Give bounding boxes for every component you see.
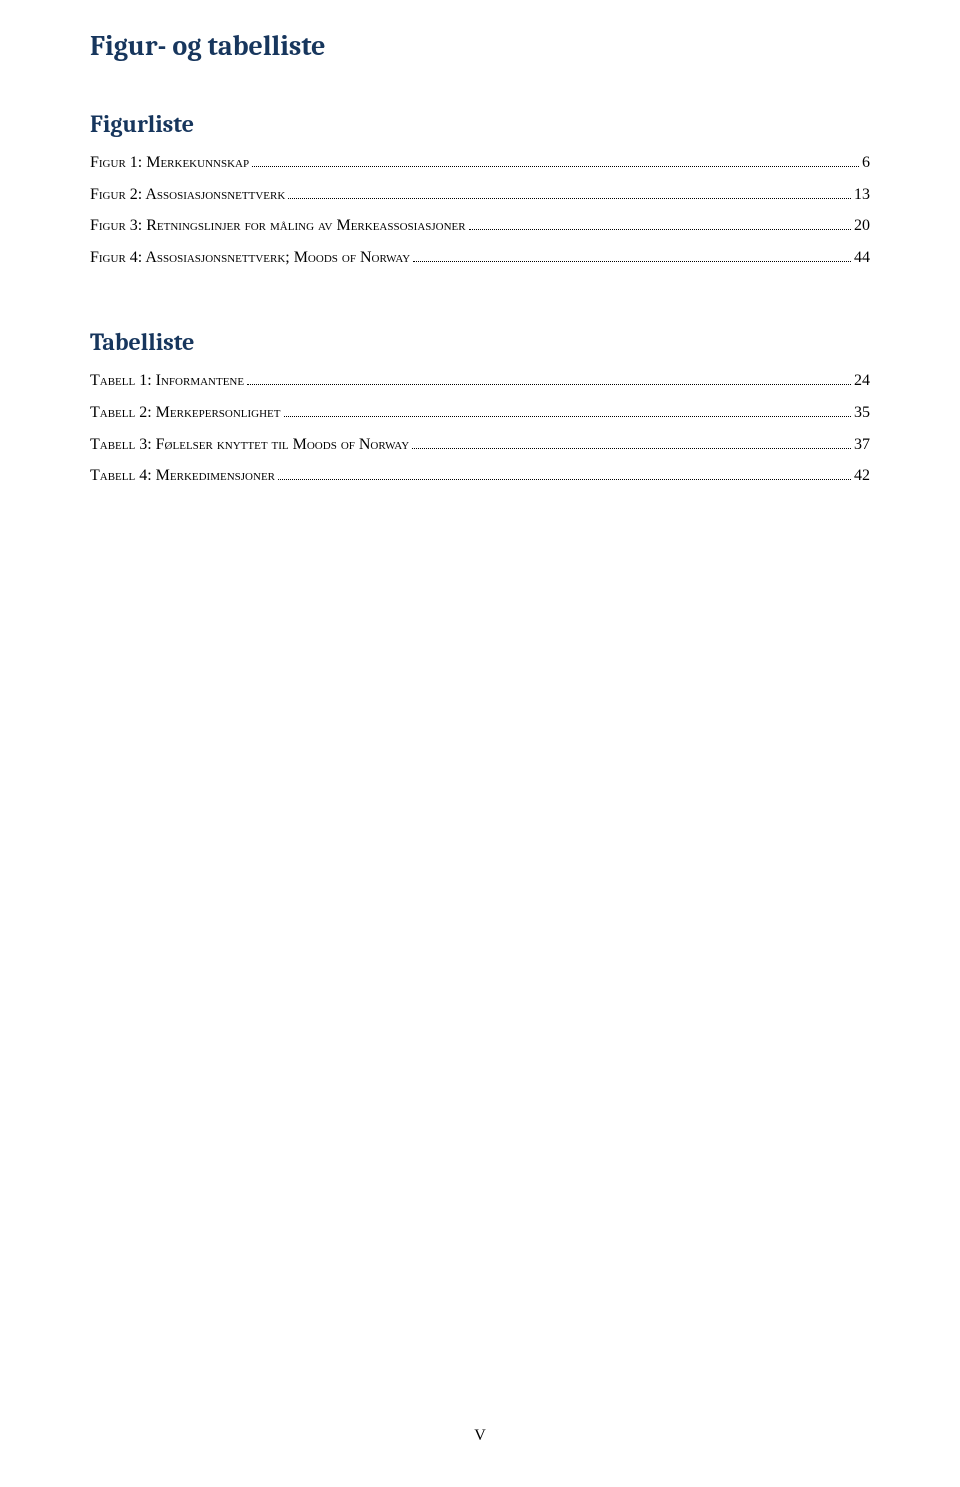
toc-entry: Figur 4: Assosiasjonsnettverk; Moods of … xyxy=(90,245,870,271)
toc-page: 44 xyxy=(854,245,870,271)
toc-label: Figur 2: Assosiasjonsnettverk xyxy=(90,182,285,208)
toc-label: Figur 3: Retningslinjer for måling av Me… xyxy=(90,213,466,239)
toc-leader xyxy=(469,215,851,230)
toc-page: 37 xyxy=(854,432,870,458)
toc-page: 20 xyxy=(854,213,870,239)
toc-entry: Tabell 3: Følelser knyttet til Moods of … xyxy=(90,432,870,458)
toc-entry: Tabell 1: Informantene 24 xyxy=(90,368,870,394)
toc-entry: Figur 1: Merkekunnskap 6 xyxy=(90,150,870,176)
page-container: Figur- og tabelliste Figurliste Figur 1:… xyxy=(0,0,960,1487)
toc-leader xyxy=(278,465,851,480)
toc-page: 6 xyxy=(862,150,870,176)
toc-page: 13 xyxy=(854,182,870,208)
toc-leader xyxy=(288,183,851,198)
toc-label: Figur 4: Assosiasjonsnettverk; Moods of … xyxy=(90,245,410,271)
tabelliste-heading: Tabelliste xyxy=(90,328,870,356)
toc-leader xyxy=(252,152,859,167)
toc-entry: Tabell 2: Merkepersonlighet 35 xyxy=(90,400,870,426)
toc-page: 42 xyxy=(854,463,870,489)
main-heading: Figur- og tabelliste xyxy=(90,30,870,62)
toc-label: Tabell 4: Merkedimensjoner xyxy=(90,463,275,489)
toc-label: Tabell 2: Merkepersonlighet xyxy=(90,400,281,426)
toc-page: 24 xyxy=(854,368,870,394)
toc-label: Figur 1: Merkekunnskap xyxy=(90,150,249,176)
toc-label: Tabell 3: Følelser knyttet til Moods of … xyxy=(90,432,409,458)
toc-leader xyxy=(284,402,852,417)
toc-leader xyxy=(247,370,851,385)
toc-leader xyxy=(412,433,851,448)
toc-label: Tabell 1: Informantene xyxy=(90,368,244,394)
tabelliste-section: Tabelliste Tabell 1: Informantene 24 Tab… xyxy=(90,328,870,488)
figurliste-heading: Figurliste xyxy=(90,110,870,138)
toc-leader xyxy=(413,246,851,261)
toc-entry: Figur 3: Retningslinjer for måling av Me… xyxy=(90,213,870,239)
page-number: V xyxy=(0,1427,960,1445)
toc-entry: Figur 2: Assosiasjonsnettverk 13 xyxy=(90,182,870,208)
toc-page: 35 xyxy=(854,400,870,426)
figurliste-section: Figurliste Figur 1: Merkekunnskap 6 Figu… xyxy=(90,110,870,270)
toc-entry: Tabell 4: Merkedimensjoner 42 xyxy=(90,463,870,489)
